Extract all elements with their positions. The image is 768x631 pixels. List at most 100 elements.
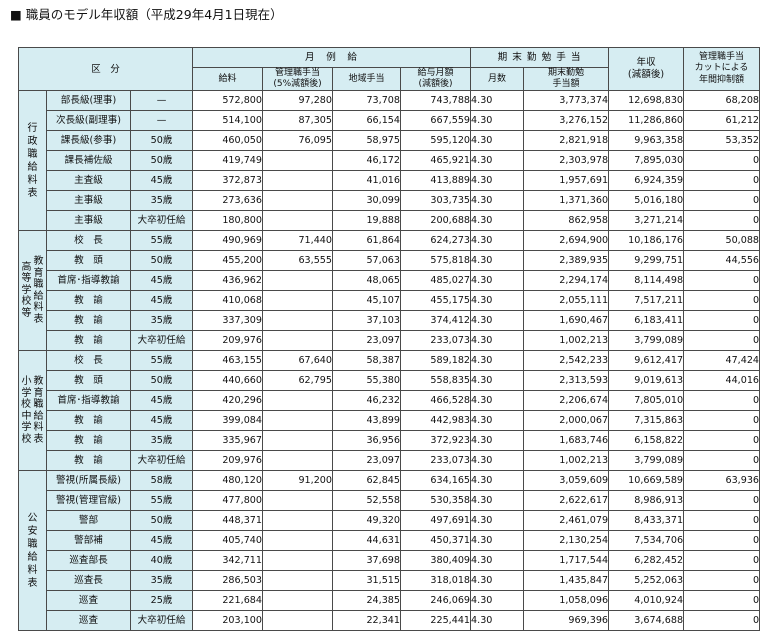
cell-months: 4.30 [470, 430, 525, 451]
cell-kanri [262, 330, 334, 351]
cell-annual: 4,010,924 [608, 590, 685, 611]
cell-bonus: 2,622,617 [523, 490, 610, 511]
group-label: 教育職給料表 小学校・中学校 [18, 350, 47, 471]
row-age: 45歳 [129, 170, 194, 191]
cell-kyuryo: 342,711 [192, 550, 264, 571]
cell-cut: 63,936 [683, 470, 761, 491]
cell-kanri [262, 290, 334, 311]
row-rank: 警視(管理官級) [46, 490, 131, 511]
cell-months: 4.30 [470, 230, 525, 251]
cell-cut: 44,556 [683, 250, 761, 271]
header-annual: 年収 (減額後) [608, 47, 685, 91]
cell-kanri: 67,640 [262, 350, 334, 371]
table-row: 教育職給料表 高等学校等校 長 55歳 490,969 71,440 61,864 624,… [18, 230, 761, 351]
header-kubun: 区 分 [17, 47, 194, 91]
cell-annual: 6,924,359 [608, 170, 685, 191]
row-rank: 主査級 [46, 170, 131, 191]
table-row: 教 諭 35歳 337,309 37,103 374,412 4.30 1,690,467 6… [19, 310, 761, 331]
cell-bonus: 1,002,213 [523, 450, 610, 471]
cell-annual: 9,612,417 [608, 350, 685, 371]
cell-kyuyo: 246,069 [400, 590, 472, 611]
cell-cut: 0 [683, 190, 761, 211]
cell-months: 4.30 [470, 270, 525, 291]
row-rank: 巡査部長 [46, 550, 131, 571]
group-label-main: 行政職給料表 [27, 122, 38, 199]
cell-cut: 0 [683, 450, 761, 471]
row-age: 35歳 [129, 310, 194, 331]
row-rank: 巡査 [46, 590, 131, 611]
row-rank: 教 諭 [46, 310, 131, 331]
group-label-main: 公安職給料表 [27, 512, 38, 589]
row-age: 45歳 [129, 530, 194, 551]
table-row: 教育職給料表 小学校・中学校校 長 55歳 463,155 67,640 58,387 58… [18, 350, 761, 471]
cell-annual: 12,698,830 [608, 90, 685, 111]
cell-annual: 6,158,822 [608, 430, 685, 451]
cell-cut: 0 [683, 170, 761, 191]
cell-chiiki: 48,065 [332, 270, 402, 291]
table-row: 教 諭 45歳 410,068 45,107 455,175 4.30 2,055,111 7… [19, 290, 761, 311]
row-rank: 課長級(参事) [46, 130, 131, 151]
cell-annual: 3,799,089 [608, 450, 685, 471]
row-rank: 巡査 [46, 610, 131, 631]
cell-months: 4.30 [470, 510, 525, 531]
header-cut: 管理職手当 カットによる 年間抑制額 [683, 47, 761, 91]
cell-months: 4.30 [470, 450, 525, 471]
cell-annual: 10,186,176 [608, 230, 685, 251]
cell-chiiki: 37,103 [332, 310, 402, 331]
cell-bonus: 2,000,067 [523, 410, 610, 431]
cell-chiiki: 43,899 [332, 410, 402, 431]
row-rank: 警部 [46, 510, 131, 531]
cell-kyuyo: 372,923 [400, 430, 472, 451]
header-kanri: 管理職手当 (5%減額後) [262, 67, 334, 91]
cell-cut: 0 [683, 530, 761, 551]
cell-bonus: 1,058,096 [523, 590, 610, 611]
cell-cut: 53,352 [683, 130, 761, 151]
cell-kyuryo: 203,100 [192, 610, 264, 631]
cell-kanri [262, 530, 334, 551]
salary-table: 区 分 月 例 給 期 末 勤 勉 手 当 年収 (減額後) 管理職手当 カット… [17, 47, 761, 631]
row-rank: 教 諭 [46, 330, 131, 351]
row-rank: 教 頭 [46, 250, 131, 271]
row-rank: 主事級 [46, 210, 131, 231]
cell-bonus: 3,773,374 [523, 90, 610, 111]
cell-bonus: 969,396 [523, 610, 610, 631]
cell-chiiki: 23,097 [332, 450, 402, 471]
group-label-main: 教育職給料表 [33, 256, 44, 325]
cell-months: 4.30 [470, 570, 525, 591]
cell-chiiki: 36,956 [332, 430, 402, 451]
cell-kyuryo: 420,296 [192, 390, 264, 411]
cell-kyuyo: 303,735 [400, 190, 472, 211]
cell-cut: 0 [683, 550, 761, 571]
table-row: 警部補 45歳 405,740 44,631 450,371 4.30 2,130,254 7… [19, 530, 761, 551]
row-age: 40歳 [129, 550, 194, 571]
table-row: 行政職給料表 部長級(理事) —572,800 97,280 73,708 743,788… [18, 90, 761, 231]
cell-chiiki: 57,063 [332, 250, 402, 271]
cell-annual: 6,282,452 [608, 550, 685, 571]
cell-kanri [262, 150, 334, 171]
cell-bonus: 2,206,674 [523, 390, 610, 411]
row-rank: 主事級 [46, 190, 131, 211]
cell-kyuryo: 572,800 [192, 90, 264, 111]
row-rank: 課長補佐級 [46, 150, 131, 171]
cell-months: 4.30 [470, 250, 525, 271]
cell-kyuryo: 455,200 [192, 250, 264, 271]
cell-chiiki: 49,320 [332, 510, 402, 531]
cell-kanri [262, 170, 334, 191]
cell-kyuyo: 595,120 [400, 130, 472, 151]
header-months: 月数 [470, 67, 525, 91]
group-label: 教育職給料表 高等学校等 [18, 230, 47, 351]
cell-bonus: 2,294,174 [523, 270, 610, 291]
cell-annual: 9,019,613 [608, 370, 685, 391]
cell-kyuyo: 233,073 [400, 450, 472, 471]
cell-bonus: 3,059,609 [523, 470, 610, 491]
cell-kyuryo: 337,309 [192, 310, 264, 331]
cell-cut: 0 [683, 570, 761, 591]
table-row: 教 諭大卒初任給 209,976 23,097 233,073 4.30 1,002,21… [19, 330, 761, 351]
cell-months: 4.30 [470, 590, 525, 611]
cell-kyuryo: 460,050 [192, 130, 264, 151]
row-age: 50歳 [129, 150, 194, 171]
table-row: 課長補佐級 50歳 419,749 46,172 465,921 4.30 2,303,97… [19, 150, 761, 171]
cell-kyuryo: 410,068 [192, 290, 264, 311]
cell-months: 4.30 [470, 310, 525, 331]
group-label-sub: 高等学校等 [21, 261, 32, 319]
